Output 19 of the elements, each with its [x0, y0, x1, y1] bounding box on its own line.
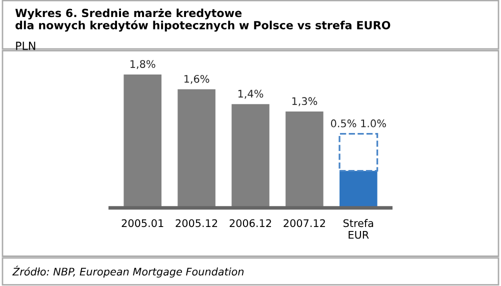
chart-subtitle: PLN [16, 42, 36, 50]
bar [338, 132, 378, 172]
x-tick-label: 2007.12 [284, 219, 325, 228]
bar [124, 74, 162, 208]
x-tick-label: 2006.12 [230, 219, 271, 228]
x-tick-label: 2005.12 [176, 219, 218, 228]
data-label: 1,6% [184, 74, 210, 84]
chart-title: Wykres 6. Srednie marże kredytowe dla nowych kredytów hipotecznych w Polsce vs strefa EURO [15, 8, 390, 32]
data-label: 1,3% [292, 97, 318, 106]
bar [340, 170, 378, 208]
bar [286, 112, 324, 208]
data-label: 1,4% [238, 90, 264, 99]
data-label: 1,8% [130, 60, 156, 70]
bar [178, 89, 216, 208]
x-tick-label: Strefa EUR [343, 219, 374, 239]
x-tick-label: 2005.01 [122, 219, 164, 228]
data-label: 0.5% 1.0% [330, 119, 386, 128]
bar [232, 104, 270, 208]
text: Źródło: NBP, European Mortgage Foundation [12, 266, 244, 278]
